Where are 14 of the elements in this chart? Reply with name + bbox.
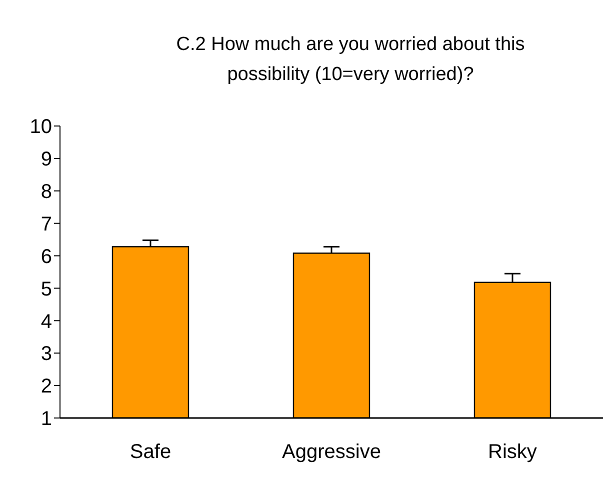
y-tick-label: 6	[40, 246, 52, 268]
x-tick-label: Safe	[130, 441, 172, 464]
y-tick-label: 1	[40, 408, 52, 430]
y-tick-label: 9	[40, 148, 52, 171]
y-tick-label: 8	[40, 180, 52, 203]
y-tick-label: 7	[40, 213, 52, 236]
x-tick-label: Aggressive	[282, 441, 381, 464]
chart-title: C.2 How much are you worried about this possibility (10=very worried)?	[175, 33, 526, 87]
x-tick-label: Risky	[488, 441, 537, 464]
y-tick-label: 10	[30, 116, 52, 138]
y-tick-label: 5	[40, 278, 52, 300]
y-tick-label: 4	[40, 310, 52, 333]
y-tick-label: 3	[40, 343, 52, 366]
y-tick-label: 2	[40, 376, 52, 398]
